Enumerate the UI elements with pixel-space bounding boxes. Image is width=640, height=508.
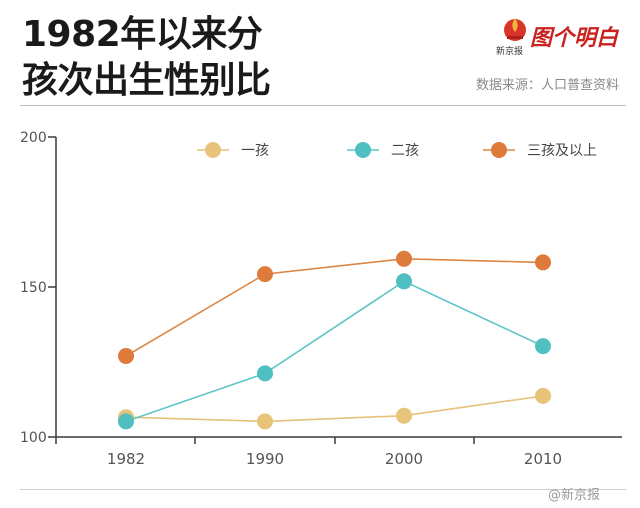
data-point-series-2 bbox=[257, 365, 273, 382]
title-line-2: 孩次出生性别比 bbox=[22, 60, 271, 101]
data-source: 数据来源：人口普查资料 bbox=[476, 78, 620, 93]
legend-label-1: 一孩 bbox=[241, 143, 269, 159]
x-tick-label: 2000 bbox=[385, 450, 423, 468]
legend-label-3: 三孩及以上 bbox=[527, 143, 597, 159]
data-point-series-1 bbox=[535, 387, 551, 404]
x-tick-label: 2010 bbox=[524, 450, 562, 468]
data-point-series-3 bbox=[257, 266, 273, 283]
data-point-series-2 bbox=[535, 338, 551, 355]
legend-marker-3 bbox=[491, 142, 507, 158]
legend-marker-1 bbox=[205, 142, 221, 158]
x-tick-label: 1990 bbox=[246, 450, 284, 468]
title-line-1: 1982年以来分 bbox=[22, 14, 263, 55]
header-divider bbox=[20, 105, 626, 106]
legend-label-2: 二孩 bbox=[391, 143, 419, 159]
logo-sub-text: 新京报 bbox=[496, 47, 524, 57]
data-point-series-1 bbox=[396, 407, 412, 424]
data-point-series-3 bbox=[396, 250, 412, 267]
x-tick-label: 1982 bbox=[107, 450, 145, 468]
logo-brand-text: 图个明白 bbox=[530, 25, 619, 51]
series-line-3 bbox=[125, 257, 544, 357]
y-tick-label: 200 bbox=[20, 130, 47, 146]
series-line-1 bbox=[125, 395, 544, 423]
series-line-2 bbox=[125, 280, 544, 423]
brand-logo: 新京报 图个明白 bbox=[496, 14, 626, 60]
data-point-series-2 bbox=[118, 413, 134, 430]
footer-divider bbox=[20, 489, 626, 490]
data-point-series-2 bbox=[396, 273, 412, 290]
data-point-series-3 bbox=[118, 348, 134, 364]
data-point-series-3 bbox=[535, 254, 551, 271]
y-tick-label: 150 bbox=[20, 280, 47, 296]
torch-logo-icon bbox=[504, 18, 526, 41]
data-point-series-1 bbox=[257, 413, 273, 430]
chart-title: 1982年以来分 孩次出生性别比 bbox=[22, 12, 271, 104]
legend-marker-2 bbox=[355, 142, 371, 158]
watermark-text: @新京报 bbox=[548, 488, 601, 503]
y-tick-label: 100 bbox=[20, 430, 47, 446]
